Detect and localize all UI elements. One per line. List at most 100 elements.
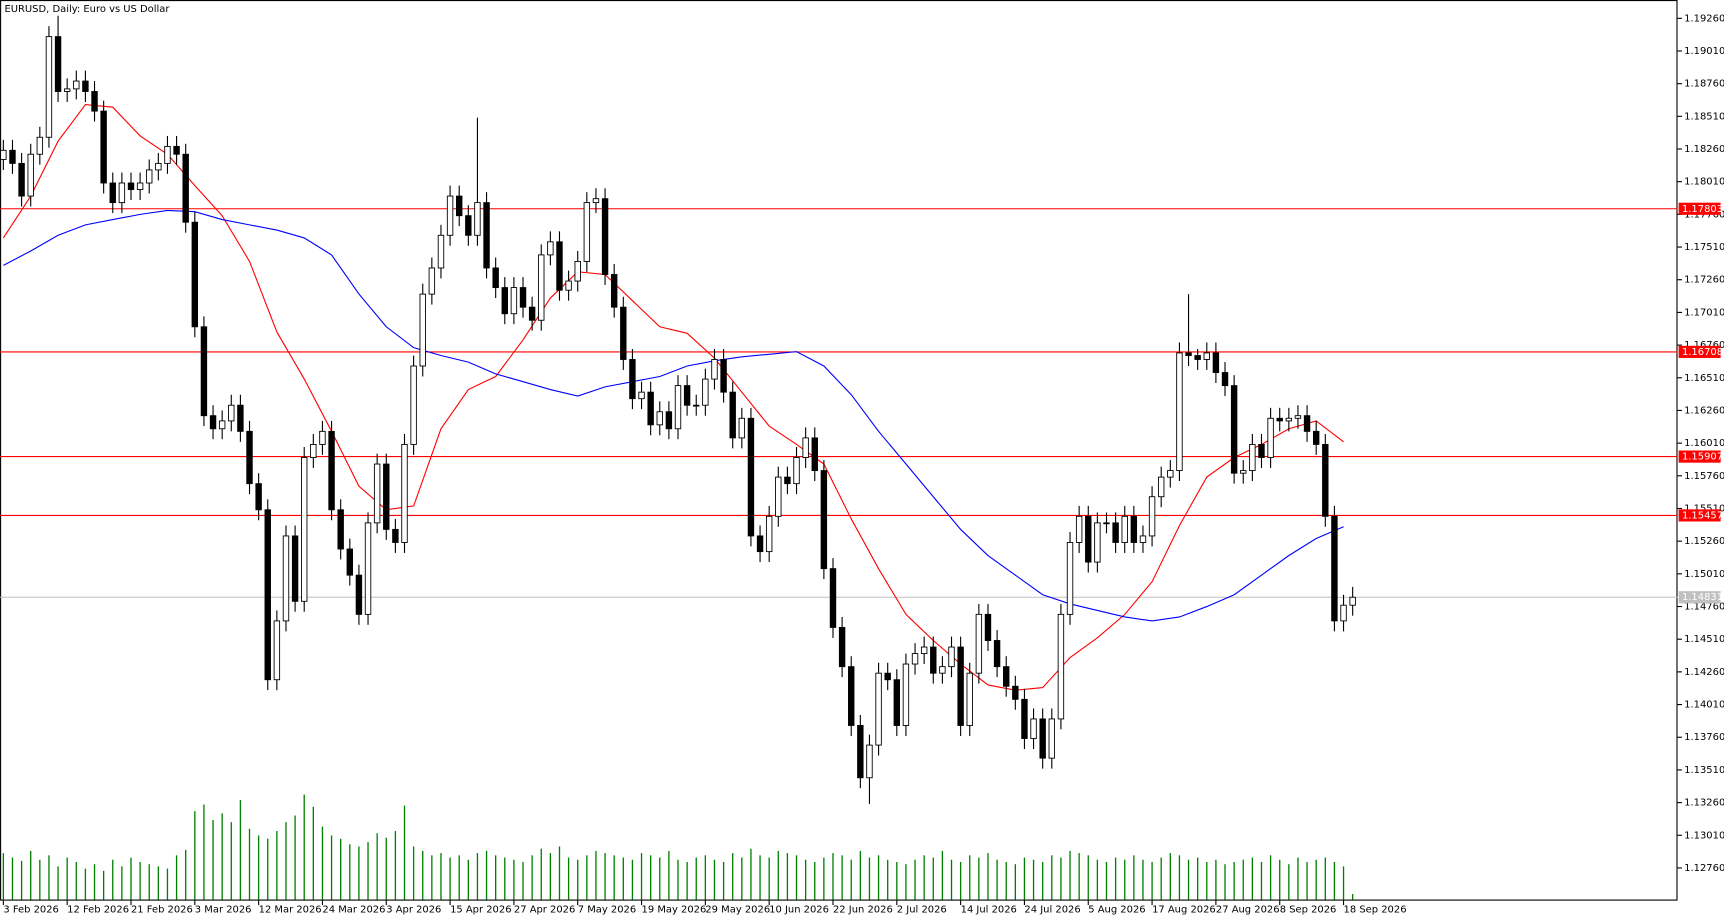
candle-body <box>364 522 372 615</box>
y-tick-label: 1.18510 <box>1684 111 1724 122</box>
candle-body <box>729 391 736 439</box>
level-line-tag <box>1678 509 1721 522</box>
candle-body <box>419 293 426 367</box>
candle-body <box>820 470 828 570</box>
candle-body <box>939 666 946 674</box>
candle-body <box>73 80 80 90</box>
candle-body <box>1112 522 1119 543</box>
candle-body <box>155 162 162 171</box>
candle-body <box>1185 352 1192 356</box>
candle-body <box>1021 698 1028 739</box>
candle-body <box>1176 352 1183 472</box>
candle-body <box>191 221 199 328</box>
y-tick-label: 1.18010 <box>1684 177 1724 188</box>
candle-body <box>200 326 208 417</box>
y-tick-label: 1.14760 <box>1684 602 1724 613</box>
x-tick-label: 21 Feb 2026 <box>131 904 193 915</box>
candle-body <box>18 162 25 197</box>
y-tick-label: 1.17760 <box>1684 209 1724 220</box>
level-line-label: 1.15907 <box>1682 452 1723 463</box>
candle-body <box>656 411 663 426</box>
candle-body <box>693 404 700 407</box>
y-tick-label: 1.16760 <box>1684 340 1724 351</box>
candle-body <box>793 457 800 485</box>
x-tick-label: 3 Apr 2026 <box>386 904 441 915</box>
candle-body <box>702 378 709 406</box>
y-tick-label: 1.13510 <box>1684 765 1724 776</box>
candle-body <box>1258 443 1265 458</box>
candle-body <box>902 663 910 726</box>
x-tick-label: 5 Aug 2026 <box>1088 904 1145 915</box>
candle-body <box>1294 415 1302 419</box>
moving-average <box>2 103 1344 691</box>
candle-body <box>63 88 71 92</box>
y-tick-label: 1.15760 <box>1684 471 1724 482</box>
x-tick-label: 3 Mar 2026 <box>195 904 252 915</box>
candle-body <box>1103 522 1110 525</box>
candle-body <box>556 241 563 291</box>
candle-body <box>474 202 481 236</box>
candle-body <box>784 476 791 485</box>
candle-body <box>1085 515 1092 563</box>
y-tick-label: 1.13010 <box>1684 830 1724 841</box>
plot-frame <box>0 0 1678 901</box>
candle-body <box>802 437 809 458</box>
candle-body <box>583 202 591 262</box>
y-tick-label: 1.16510 <box>1684 373 1724 384</box>
x-tick-label: 15 Apr 2026 <box>450 904 511 915</box>
candle-body <box>301 457 308 602</box>
candle-body <box>884 672 891 681</box>
candle-body <box>54 36 62 92</box>
candle-body <box>9 149 16 164</box>
candle-body <box>547 241 554 256</box>
candle-body <box>592 198 600 204</box>
y-tick-label: 1.14010 <box>1684 700 1724 711</box>
candle-body <box>465 215 472 236</box>
candle-body <box>1340 604 1347 622</box>
x-tick-label: 10 Jun 2026 <box>769 904 829 915</box>
x-tick-label: 7 May 2026 <box>578 904 636 915</box>
x-tick-label: 14 Jul 2026 <box>961 904 1017 915</box>
candle-body <box>1276 417 1283 422</box>
chart-title: EURUSD, Daily: Euro vs US Dollar <box>4 4 170 15</box>
candle-body <box>1312 430 1320 445</box>
candle-body <box>1285 417 1293 422</box>
x-tick-label: 24 Jul 2026 <box>1024 904 1080 915</box>
candle-body <box>1139 535 1147 543</box>
x-tick-label: 2 Jul 2026 <box>897 904 947 915</box>
candle-body <box>383 463 390 530</box>
x-tick-label: 27 Aug 2026 <box>1216 904 1280 915</box>
candle-body <box>182 153 189 223</box>
y-tick-label: 1.15260 <box>1684 536 1724 547</box>
candle-body <box>866 744 873 779</box>
candle-body <box>775 476 782 517</box>
candle-body <box>237 404 244 432</box>
candle-body <box>1012 685 1019 700</box>
candle-body <box>829 568 837 628</box>
x-tick-label: 18 Sep 2026 <box>1344 904 1407 915</box>
candle-body <box>310 443 317 458</box>
candle-body <box>173 145 180 155</box>
candle-body <box>756 535 764 553</box>
level-line-label: 1.15457 <box>1682 510 1723 521</box>
y-tick-label: 1.14510 <box>1684 634 1724 645</box>
candle-body <box>920 646 928 655</box>
candle-body <box>574 260 581 282</box>
candle-body <box>1094 522 1101 563</box>
candle-body <box>948 646 955 668</box>
candle-body <box>620 306 627 360</box>
x-tick-label: 19 May 2026 <box>642 904 707 915</box>
candle-body <box>1003 666 1010 687</box>
x-tick-label: 12 Feb 2026 <box>67 904 129 915</box>
candle-body <box>1349 596 1356 606</box>
candle-body <box>492 267 499 289</box>
candle-body <box>765 515 773 553</box>
candle-body <box>228 404 235 422</box>
candle-body <box>711 359 718 380</box>
candle-body <box>246 430 253 485</box>
candle-body <box>601 198 609 275</box>
candle-body <box>1157 476 1165 498</box>
y-tick-label: 1.17260 <box>1684 275 1724 286</box>
candle-body <box>993 640 1001 668</box>
